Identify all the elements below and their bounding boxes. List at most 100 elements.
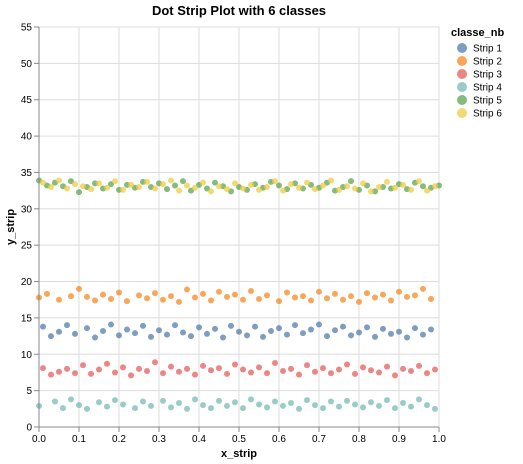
data-point <box>84 293 90 300</box>
data-point <box>272 398 278 405</box>
data-point <box>348 332 354 339</box>
data-point <box>248 288 254 294</box>
data-point <box>420 183 426 190</box>
data-point <box>232 291 238 298</box>
data-point <box>296 371 302 378</box>
data-point <box>140 398 146 405</box>
legend-symbol <box>457 56 467 66</box>
x-axis-title: x_strip <box>221 448 257 460</box>
data-point <box>276 325 282 332</box>
data-point <box>240 185 246 192</box>
data-point <box>280 402 286 409</box>
legend: classe_nb Strip 1 Strip 2 Strip 3 Strip 4 St… <box>451 27 504 120</box>
data-point <box>432 366 438 373</box>
data-point <box>288 365 294 372</box>
data-point <box>56 328 62 335</box>
data-point <box>112 397 118 404</box>
data-point <box>332 290 338 297</box>
data-point <box>148 333 154 340</box>
data-point <box>360 404 366 411</box>
data-point <box>64 365 70 372</box>
data-point <box>96 399 102 406</box>
data-point <box>248 369 254 376</box>
data-point <box>388 297 394 304</box>
data-point <box>404 293 410 300</box>
data-point <box>240 366 246 373</box>
data-point <box>216 183 222 190</box>
y-tick-label: 40 <box>21 132 33 143</box>
data-point <box>92 297 98 304</box>
data-point <box>56 368 62 375</box>
data-point <box>224 186 230 193</box>
data-point <box>336 186 342 193</box>
data-point <box>52 398 58 405</box>
data-point <box>144 178 150 185</box>
data-point <box>192 184 198 191</box>
data-point <box>284 289 290 296</box>
y-tick-label: 25 <box>21 241 33 252</box>
data-point <box>404 334 410 341</box>
data-point <box>220 334 226 341</box>
data-point <box>72 370 78 377</box>
data-point <box>164 331 170 338</box>
data-point <box>224 370 230 377</box>
data-point <box>176 368 182 375</box>
data-point <box>68 293 74 300</box>
data-point <box>296 184 302 191</box>
data-point <box>104 360 110 367</box>
data-point <box>128 372 134 379</box>
data-point <box>248 181 254 188</box>
data-point <box>204 330 210 337</box>
data-point <box>176 187 182 194</box>
y-tick-label: 30 <box>21 204 33 215</box>
data-point <box>296 405 302 412</box>
data-point <box>168 363 174 370</box>
x-tick-label: 0.8 <box>352 434 366 445</box>
chart-title: Dot Strip Plot with 6 classes <box>152 3 326 18</box>
data-point <box>276 298 282 305</box>
data-point <box>128 181 134 188</box>
data-point <box>312 186 318 193</box>
data-point <box>100 291 106 298</box>
data-point <box>136 365 142 372</box>
data-point <box>420 285 426 292</box>
data-point <box>356 329 362 336</box>
data-point <box>104 403 110 410</box>
data-point <box>256 296 262 302</box>
data-point <box>420 331 426 338</box>
data-point <box>348 293 354 300</box>
legend-symbol <box>457 69 467 79</box>
data-point <box>336 366 342 373</box>
data-point <box>272 360 278 366</box>
data-point <box>320 365 326 372</box>
data-point <box>424 187 430 194</box>
data-point <box>312 368 318 375</box>
data-point <box>364 324 370 331</box>
data-point <box>164 186 170 193</box>
data-point <box>188 333 194 340</box>
data-point <box>356 298 362 305</box>
data-point <box>116 332 122 339</box>
data-point <box>60 405 66 412</box>
data-point <box>216 288 222 295</box>
data-point <box>400 400 406 406</box>
x-tick-label: 0.7 <box>312 434 326 445</box>
x-tick-label: 0.5 <box>232 434 246 445</box>
data-point <box>372 294 378 301</box>
data-point <box>244 332 250 339</box>
data-point <box>360 180 366 187</box>
data-point <box>340 296 346 303</box>
data-point <box>224 293 230 300</box>
data-point <box>288 400 294 406</box>
data-point <box>72 181 78 188</box>
x-tick-label: 0.0 <box>32 434 46 445</box>
data-point <box>256 364 262 371</box>
y-tick-label: 35 <box>21 168 33 179</box>
data-point <box>324 333 330 340</box>
y-tick-label: 0 <box>26 423 32 434</box>
series-1 <box>40 321 434 341</box>
series-6 <box>40 177 438 195</box>
legend-label: Strip 3 <box>473 70 502 81</box>
data-point <box>80 183 86 190</box>
data-point <box>180 178 186 185</box>
